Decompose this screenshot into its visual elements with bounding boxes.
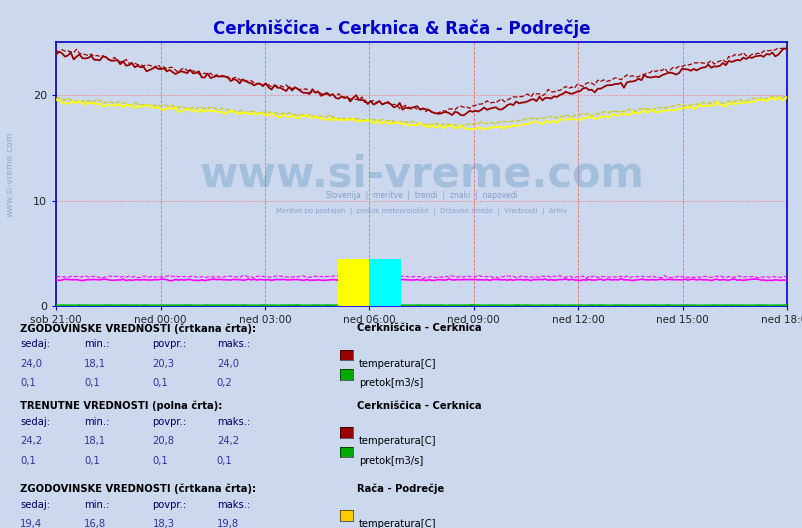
Text: min.:: min.: bbox=[84, 499, 110, 510]
Text: Cerkniščica - Cerknica: Cerkniščica - Cerknica bbox=[357, 323, 481, 333]
Text: Slovenija  |  meritve  |  trendi  |  znaki  |  napovedi: Slovenija | meritve | trendi | znaki | n… bbox=[326, 191, 516, 200]
Text: 18,1: 18,1 bbox=[84, 359, 107, 369]
Text: 0,1: 0,1 bbox=[84, 456, 100, 466]
Text: 0,2: 0,2 bbox=[217, 378, 233, 388]
Text: 20,3: 20,3 bbox=[152, 359, 174, 369]
Text: www.si-vreme.com: www.si-vreme.com bbox=[199, 153, 643, 195]
Text: Rača - Podrečje: Rača - Podrečje bbox=[357, 484, 444, 494]
Text: 0,1: 0,1 bbox=[152, 378, 168, 388]
Text: 24,2: 24,2 bbox=[217, 436, 239, 446]
Text: Cerkniščica - Cerknica: Cerkniščica - Cerknica bbox=[357, 401, 481, 411]
Text: TRENUTNE VREDNOSTI (polna črta):: TRENUTNE VREDNOSTI (polna črta): bbox=[20, 401, 222, 411]
Text: temperatura[C]: temperatura[C] bbox=[358, 519, 436, 528]
Text: 19,8: 19,8 bbox=[217, 519, 239, 528]
Text: ZGODOVINSKE VREDNOSTI (črtkana črta):: ZGODOVINSKE VREDNOSTI (črtkana črta): bbox=[20, 323, 256, 334]
Text: 18,1: 18,1 bbox=[84, 436, 107, 446]
Text: ZGODOVINSKE VREDNOSTI (črtkana črta):: ZGODOVINSKE VREDNOSTI (črtkana črta): bbox=[20, 484, 256, 494]
Text: sedaj:: sedaj: bbox=[20, 499, 50, 510]
Text: 20,8: 20,8 bbox=[152, 436, 174, 446]
Text: 0,1: 0,1 bbox=[84, 378, 100, 388]
Text: temperatura[C]: temperatura[C] bbox=[358, 359, 436, 369]
Text: Meritve po postajah  |  pretok meteorološke  |  Državne mreže  |  Vrednosti  |  : Meritve po postajah | pretok meteorološk… bbox=[276, 207, 566, 215]
Text: maks.:: maks.: bbox=[217, 417, 249, 427]
Text: 24,0: 24,0 bbox=[20, 359, 42, 369]
Text: povpr.:: povpr.: bbox=[152, 499, 186, 510]
Text: 24,2: 24,2 bbox=[20, 436, 43, 446]
Bar bbox=[338, 306, 400, 322]
Text: sedaj:: sedaj: bbox=[20, 339, 50, 349]
Text: sedaj:: sedaj: bbox=[20, 417, 50, 427]
Text: 19,4: 19,4 bbox=[20, 519, 43, 528]
Text: povpr.:: povpr.: bbox=[152, 339, 186, 349]
Bar bbox=[338, 259, 369, 306]
Text: 18,3: 18,3 bbox=[152, 519, 174, 528]
Text: min.:: min.: bbox=[84, 339, 110, 349]
Text: 0,1: 0,1 bbox=[20, 378, 36, 388]
Text: Cerkniščica - Cerknica & Rača - Podrečje: Cerkniščica - Cerknica & Rača - Podrečje bbox=[213, 20, 589, 39]
Text: 0,1: 0,1 bbox=[217, 456, 233, 466]
Text: 0,1: 0,1 bbox=[152, 456, 168, 466]
Text: 24,0: 24,0 bbox=[217, 359, 238, 369]
Text: povpr.:: povpr.: bbox=[152, 417, 186, 427]
Text: 0,1: 0,1 bbox=[20, 456, 36, 466]
Bar bbox=[369, 259, 400, 306]
Text: maks.:: maks.: bbox=[217, 499, 249, 510]
Text: temperatura[C]: temperatura[C] bbox=[358, 436, 436, 446]
Text: www.si-vreme.com: www.si-vreme.com bbox=[5, 131, 14, 217]
Text: min.:: min.: bbox=[84, 417, 110, 427]
Text: pretok[m3/s]: pretok[m3/s] bbox=[358, 378, 423, 388]
Text: pretok[m3/s]: pretok[m3/s] bbox=[358, 456, 423, 466]
Text: maks.:: maks.: bbox=[217, 339, 249, 349]
Text: 16,8: 16,8 bbox=[84, 519, 107, 528]
